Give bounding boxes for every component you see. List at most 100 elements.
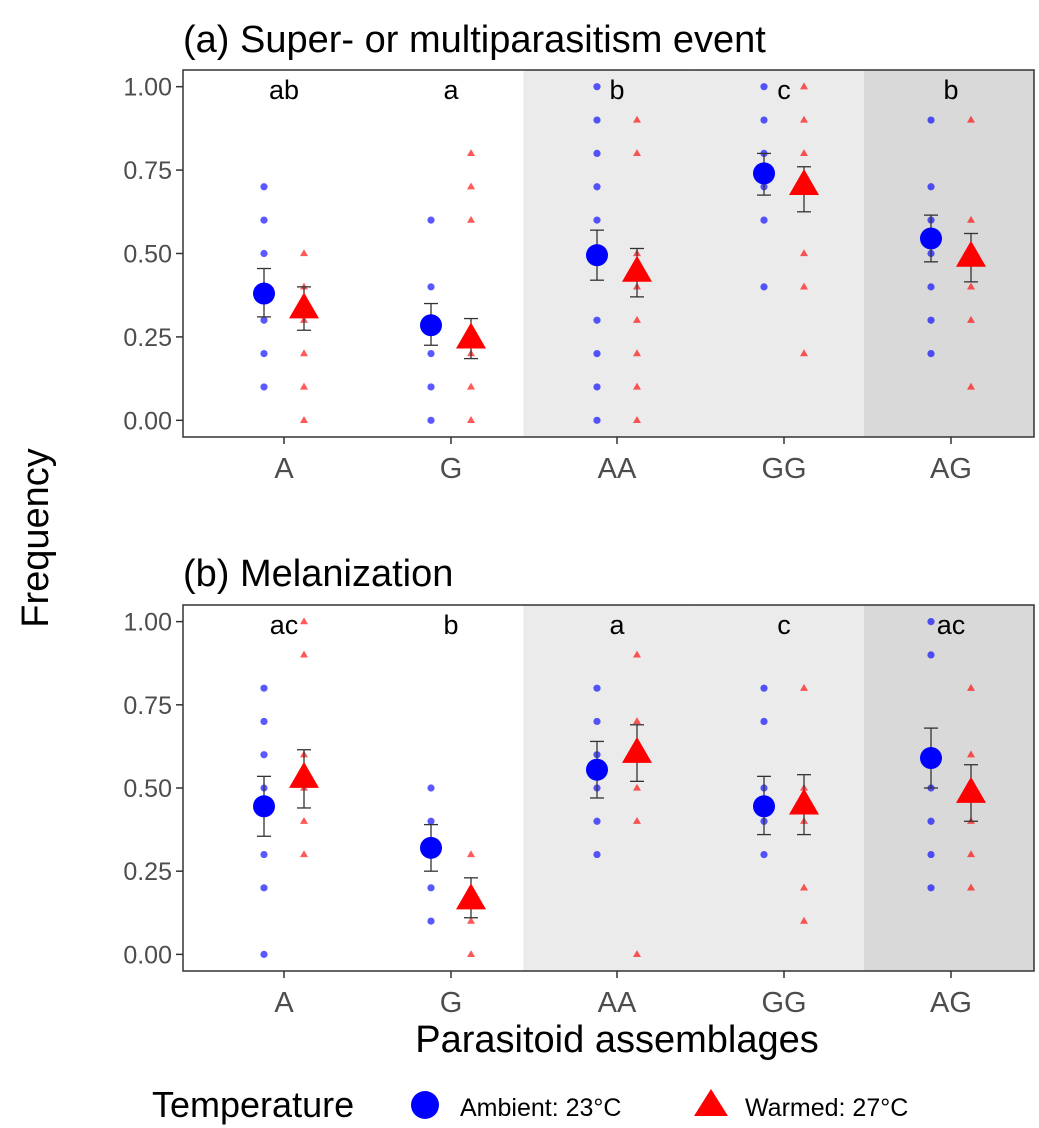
group-letter: ac (270, 610, 299, 640)
mean-point (789, 168, 819, 195)
panel-a-title: (a) Super- or multiparasitism event (183, 19, 766, 61)
x-axis-title: Parasitoid assemblages (415, 1019, 818, 1061)
x-tick-label: GG (761, 453, 806, 485)
raw-point (760, 116, 768, 124)
raw-point (967, 382, 975, 390)
y-tick-label: 1.00 (123, 609, 172, 637)
y-tick-label: 0.25 (123, 858, 172, 886)
background-band (863, 605, 1034, 971)
mean-point (622, 255, 652, 282)
y-tick-label: 0.75 (123, 692, 172, 720)
y-tick-label: 0.25 (123, 324, 172, 352)
raw-point (260, 216, 268, 224)
raw-point (633, 650, 641, 658)
background-band (523, 70, 694, 437)
y-tick-label: 0.00 (123, 941, 172, 969)
raw-point (427, 884, 435, 892)
mean-point (289, 292, 319, 319)
raw-point (467, 850, 475, 858)
raw-point (260, 383, 268, 391)
mean-point (420, 836, 442, 859)
raw-point (300, 850, 308, 858)
legend-ambient-circle-icon (411, 1091, 439, 1119)
raw-point (300, 249, 308, 257)
mean-point (456, 883, 486, 910)
mean-point (622, 736, 652, 763)
legend: Temperature Ambient: 23°C Warmed: 27°C (152, 1084, 908, 1125)
raw-point (467, 215, 475, 223)
raw-point (593, 817, 601, 825)
y-tick-label: 1.00 (123, 74, 172, 102)
raw-point (300, 617, 308, 625)
raw-point (260, 717, 268, 726)
raw-point (593, 149, 601, 158)
raw-point (593, 316, 601, 324)
raw-point (967, 215, 975, 223)
raw-point (967, 115, 975, 123)
raw-point (300, 382, 308, 390)
y-tick-label: 0.50 (123, 775, 172, 803)
mean-point (956, 240, 986, 267)
raw-point (593, 216, 601, 224)
raw-point (467, 182, 475, 190)
x-tick-label: AG (930, 987, 972, 1019)
raw-point (967, 683, 975, 691)
raw-point (927, 183, 935, 191)
raw-point (967, 883, 975, 891)
raw-point (800, 883, 808, 891)
raw-point (633, 115, 641, 123)
raw-point (300, 282, 308, 290)
raw-point (593, 83, 601, 91)
raw-point (260, 684, 268, 692)
x-tick-label: GG (761, 987, 806, 1019)
x-tick-label: G (440, 987, 463, 1019)
raw-point (927, 884, 935, 892)
raw-point (427, 383, 435, 391)
raw-point (593, 349, 601, 358)
raw-point (927, 283, 935, 291)
y-axis-title: Frequency (15, 448, 57, 628)
raw-point (467, 149, 475, 157)
mean-point (289, 761, 319, 788)
background-band (863, 70, 1034, 437)
group-letter: ab (269, 75, 299, 105)
mean-point (253, 795, 275, 818)
raw-point (593, 717, 601, 726)
raw-point (967, 850, 975, 858)
x-tick-label: AG (930, 453, 972, 485)
raw-point (800, 249, 808, 257)
x-tick-label: A (274, 453, 294, 485)
mean-point (956, 776, 986, 803)
raw-point (427, 917, 435, 925)
group-letter: ac (937, 610, 966, 640)
raw-point (800, 149, 808, 157)
raw-point (260, 183, 268, 191)
raw-point (967, 282, 975, 290)
raw-point (927, 349, 935, 358)
raw-point (427, 283, 435, 291)
raw-point (800, 282, 808, 290)
panel-b: (b) Melanization 0.000.250.500.751.00A G A… (123, 553, 1035, 1019)
raw-point (927, 316, 935, 324)
raw-point (760, 83, 768, 91)
panel-a: (a) Super- or multiparasitism event 0.00… (123, 19, 1035, 485)
raw-point (593, 116, 601, 124)
raw-point (260, 751, 268, 759)
raw-point (593, 416, 601, 424)
raw-point (633, 717, 641, 725)
raw-point (260, 249, 268, 258)
raw-point (300, 816, 308, 824)
raw-point (260, 850, 268, 859)
background-band (523, 605, 694, 971)
raw-point (300, 349, 308, 357)
group-letter: c (777, 610, 791, 640)
mean-point (920, 747, 942, 770)
panel-b-title: (b) Melanization (183, 553, 453, 595)
background-band (693, 70, 864, 437)
raw-point (260, 316, 268, 324)
mean-point (753, 162, 775, 185)
raw-point (800, 916, 808, 924)
